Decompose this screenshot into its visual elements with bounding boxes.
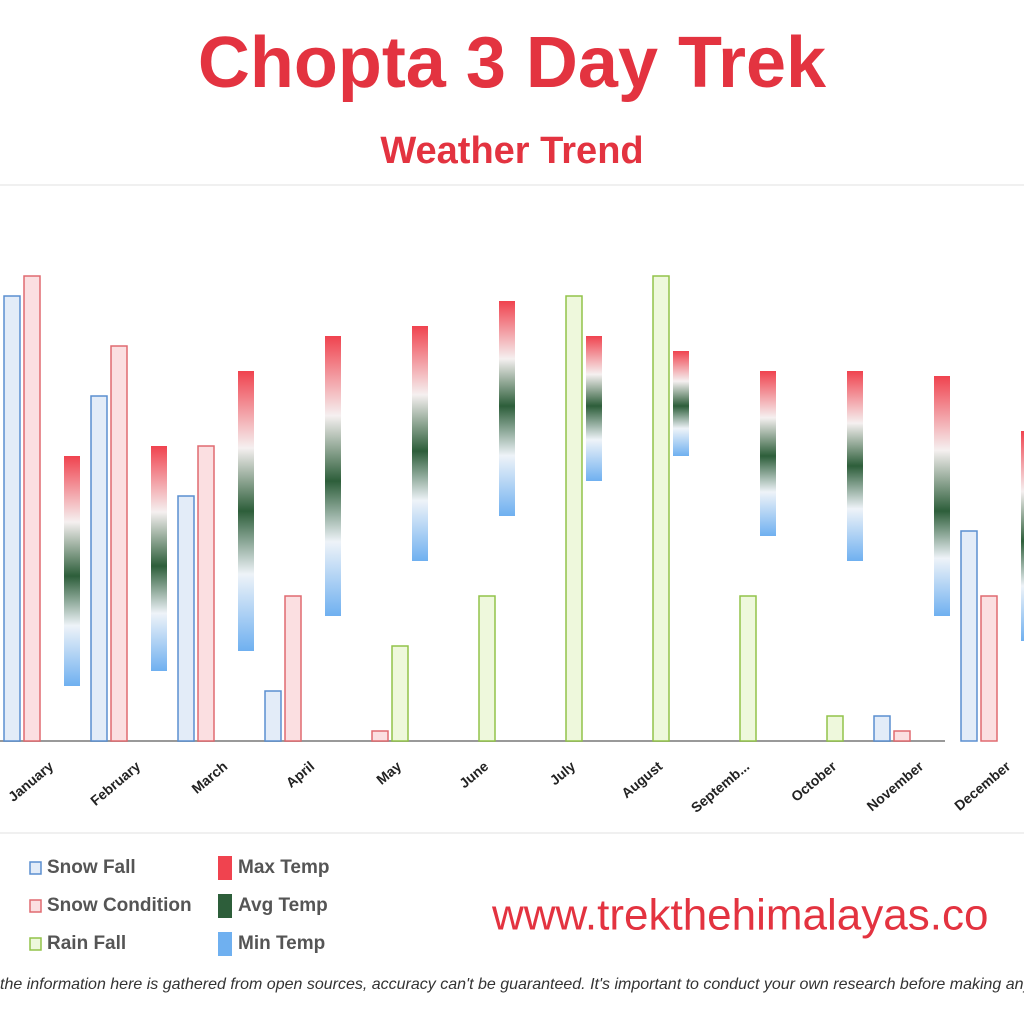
legend-label: Avg Temp	[238, 895, 328, 916]
bar	[90, 395, 108, 742]
chart-title: Chopta 3 Day Trek	[198, 23, 827, 103]
legend-swatch	[218, 894, 232, 918]
x-tick-label: Septemb...	[688, 758, 753, 816]
chart-subtitle: Weather Trend	[380, 130, 643, 172]
legend-swatch	[218, 856, 232, 880]
legend-swatch	[218, 932, 232, 956]
temp-range-lower	[64, 576, 80, 686]
x-tick-label: October	[788, 758, 840, 805]
x-tick-label: December	[951, 758, 1014, 814]
legend-label: Max Temp	[238, 857, 330, 878]
legend-swatch	[29, 899, 42, 913]
bar	[391, 645, 409, 742]
disclaimer: the information here is gathered from op…	[0, 976, 1024, 993]
temp-range-lower	[847, 466, 863, 561]
legend-label: Snow Condition	[47, 895, 192, 916]
bar	[960, 530, 978, 742]
bar	[197, 445, 215, 742]
x-tick-label: June	[456, 758, 491, 791]
bar	[110, 345, 128, 742]
temp-range-lower	[151, 566, 167, 671]
legend-label: Rain Fall	[47, 933, 126, 954]
temp-range-upper	[673, 351, 689, 406]
bar	[980, 595, 998, 742]
x-tick-label: March	[188, 758, 230, 797]
temp-range-upper	[586, 336, 602, 406]
x-tick-label: May	[373, 758, 404, 788]
legend-swatch	[29, 937, 42, 951]
bar	[284, 595, 302, 742]
temp-range-lower	[586, 406, 602, 481]
x-tick-label: August	[618, 758, 665, 801]
temp-range-upper	[499, 301, 515, 406]
temp-range-upper	[412, 326, 428, 451]
temp-range-upper	[238, 371, 254, 511]
bar	[264, 690, 282, 742]
bar	[478, 595, 496, 742]
bar	[893, 730, 911, 742]
website: www.trekthehimalayas.co	[491, 891, 988, 940]
bar	[739, 595, 757, 742]
temp-range-lower	[412, 451, 428, 561]
temp-range-lower	[673, 406, 689, 456]
temp-range-upper	[325, 336, 341, 481]
x-tick-label: November	[864, 758, 927, 815]
temp-range-lower	[760, 456, 776, 536]
bar	[652, 275, 670, 742]
bar	[23, 275, 41, 742]
temp-range-upper	[934, 376, 950, 511]
x-tick-label: July	[547, 758, 579, 788]
temp-range-upper	[151, 446, 167, 566]
bar	[3, 295, 21, 742]
temp-range-upper	[64, 456, 80, 576]
x-tick-label: January	[5, 758, 57, 805]
legend-label: Min Temp	[238, 933, 325, 954]
temp-range-lower	[238, 511, 254, 651]
bar	[565, 295, 583, 742]
bar	[826, 715, 844, 742]
bar	[177, 495, 195, 742]
bar	[371, 730, 389, 742]
temp-range-lower	[1021, 541, 1024, 641]
bar	[873, 715, 891, 742]
legend-swatch	[29, 861, 42, 875]
x-tick-label: February	[87, 758, 143, 809]
temp-range-lower	[325, 481, 341, 616]
temp-range-lower	[499, 406, 515, 516]
temp-range-upper	[760, 371, 776, 456]
temp-range-upper	[1021, 431, 1024, 541]
legend-label: Snow Fall	[47, 857, 136, 878]
temp-range-upper	[847, 371, 863, 466]
x-tick-label: April	[283, 758, 318, 791]
temp-range-lower	[934, 511, 950, 616]
